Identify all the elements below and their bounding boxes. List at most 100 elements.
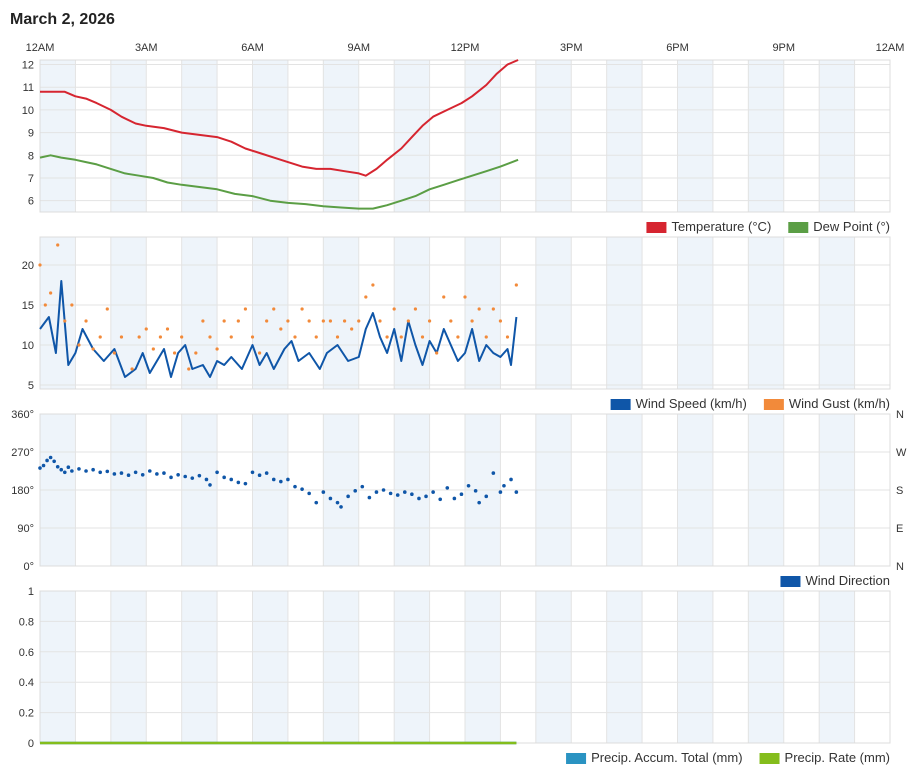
wind-gust-km-h-point xyxy=(208,335,212,339)
hour-band xyxy=(110,60,147,212)
wind-gust-km-h-point xyxy=(300,307,304,311)
wind-gust-km-h-point xyxy=(279,327,283,331)
time-tick-label: 12AM xyxy=(26,42,55,54)
wind-direction-point xyxy=(243,481,248,486)
hour-band xyxy=(252,591,288,743)
wind-direction-point xyxy=(98,470,103,475)
hour-band xyxy=(323,237,359,389)
wind-direction-point xyxy=(491,471,496,475)
plot-frame xyxy=(39,59,891,213)
wind-direction-point xyxy=(147,469,152,473)
wind-direction-point xyxy=(38,466,42,470)
chart-panel-2: 20 15 10 5 Wind Gust (km/h) Wind Speed (km/h) xyxy=(22,236,891,411)
y-tick-label: 7 xyxy=(28,173,34,185)
wind-gust-km-h-point xyxy=(215,347,219,351)
wind-gust-km-h-point xyxy=(514,283,518,287)
wind-direction-point xyxy=(52,459,56,464)
wind-gust-km-h-point xyxy=(456,335,460,339)
wind-direction-point xyxy=(140,473,145,477)
wind-gust-km-h-point xyxy=(442,295,446,299)
time-tick-label: 6PM xyxy=(666,42,689,54)
wind-direction-point xyxy=(112,472,117,476)
wind-direction-point xyxy=(335,500,340,505)
legend-label-dew-point: Dew Point (°) xyxy=(813,219,890,234)
dew-point-line xyxy=(39,154,519,210)
hour-band xyxy=(748,60,784,212)
time-tick-label: 3AM xyxy=(135,42,158,54)
wind-direction-point xyxy=(473,489,478,493)
y-tick-label: 9 xyxy=(28,128,34,140)
wind-direction-point xyxy=(314,500,319,505)
compass-tick-label: E xyxy=(896,523,903,535)
wind-direction-point xyxy=(293,484,297,489)
wind-direction-point xyxy=(477,500,481,505)
wind-direction-point xyxy=(77,467,81,471)
wind-direction-point xyxy=(229,477,234,482)
y-tick-label: 360° xyxy=(11,409,34,421)
wind-direction-point xyxy=(183,474,188,479)
wind-direction-point xyxy=(509,477,513,482)
wind-gust-km-h-point xyxy=(385,335,389,339)
hour-band xyxy=(465,591,501,743)
wind-direction-point xyxy=(328,496,333,501)
wind-direction-point xyxy=(395,493,400,497)
hour-band xyxy=(181,237,218,389)
legend-swatch-wind-gust-km-h xyxy=(763,399,784,410)
wind-direction-point xyxy=(45,458,49,463)
wind-direction-point xyxy=(502,483,506,488)
wind-direction-point xyxy=(514,490,519,494)
y-tick-label: 0.4 xyxy=(19,677,34,689)
wind-direction-point xyxy=(55,464,60,469)
wind-gust-km-h-point xyxy=(328,319,333,323)
wind-direction-point xyxy=(410,492,414,497)
wind-direction-point xyxy=(321,490,326,494)
y-tick-label: 6 xyxy=(28,196,34,208)
wind-direction-point xyxy=(190,476,195,480)
wind-direction-point xyxy=(484,494,489,499)
y-tick-label: 8 xyxy=(28,150,34,162)
wind-gust-km-h-point xyxy=(243,307,248,311)
wind-gust-km-h-point xyxy=(70,303,74,307)
wind-gust-km-h-point xyxy=(406,319,410,323)
wind-direction-point xyxy=(62,470,67,475)
y-tick-label: 0.6 xyxy=(19,647,34,659)
plot-frame xyxy=(39,236,891,390)
wind-direction-point xyxy=(286,477,290,482)
y-tick-label: 180° xyxy=(11,485,34,497)
wind-direction-point xyxy=(271,477,276,482)
wind-gust-km-h-point xyxy=(392,307,396,311)
wind-gust-km-h-point xyxy=(236,319,240,323)
hour-band xyxy=(819,237,855,389)
wind-direction-point xyxy=(250,470,255,475)
compass-tick-label: S xyxy=(896,485,903,497)
time-tick-label: 3PM xyxy=(560,42,583,54)
wind-gust-km-h-point xyxy=(91,347,95,351)
wind-direction-point xyxy=(388,491,393,496)
wind-gust-km-h-point xyxy=(137,335,141,339)
hour-band xyxy=(677,591,713,743)
wind-gust-km-h-point xyxy=(470,319,474,323)
wind-gust-km-h-point xyxy=(321,319,325,323)
compass-tick-label: N xyxy=(896,561,904,573)
wind-gust-km-h-point xyxy=(158,335,163,339)
wind-direction-point xyxy=(126,473,131,478)
wind-direction-point xyxy=(91,467,95,472)
wind-gust-km-h-point xyxy=(378,319,382,323)
wind-direction-point xyxy=(339,505,343,509)
plot-frame xyxy=(39,413,891,567)
wind-gust-km-h-point xyxy=(187,367,191,371)
wind-direction-point xyxy=(208,483,212,487)
wind-direction-point xyxy=(459,492,464,497)
date-title: March 2, 2026 xyxy=(10,11,115,28)
wind-gust-km-h-point xyxy=(477,307,481,311)
wind-gust-km-h-point xyxy=(38,263,42,267)
y-tick-label: 90° xyxy=(17,523,34,535)
wind-direction-point xyxy=(119,471,124,475)
wind-direction-point xyxy=(360,484,365,489)
wind-direction-point xyxy=(155,472,159,476)
wind-gust-km-h-point xyxy=(435,351,439,355)
wind-direction-point xyxy=(222,475,226,480)
y-tick-label: 12 xyxy=(22,60,34,72)
hour-band xyxy=(535,237,572,389)
